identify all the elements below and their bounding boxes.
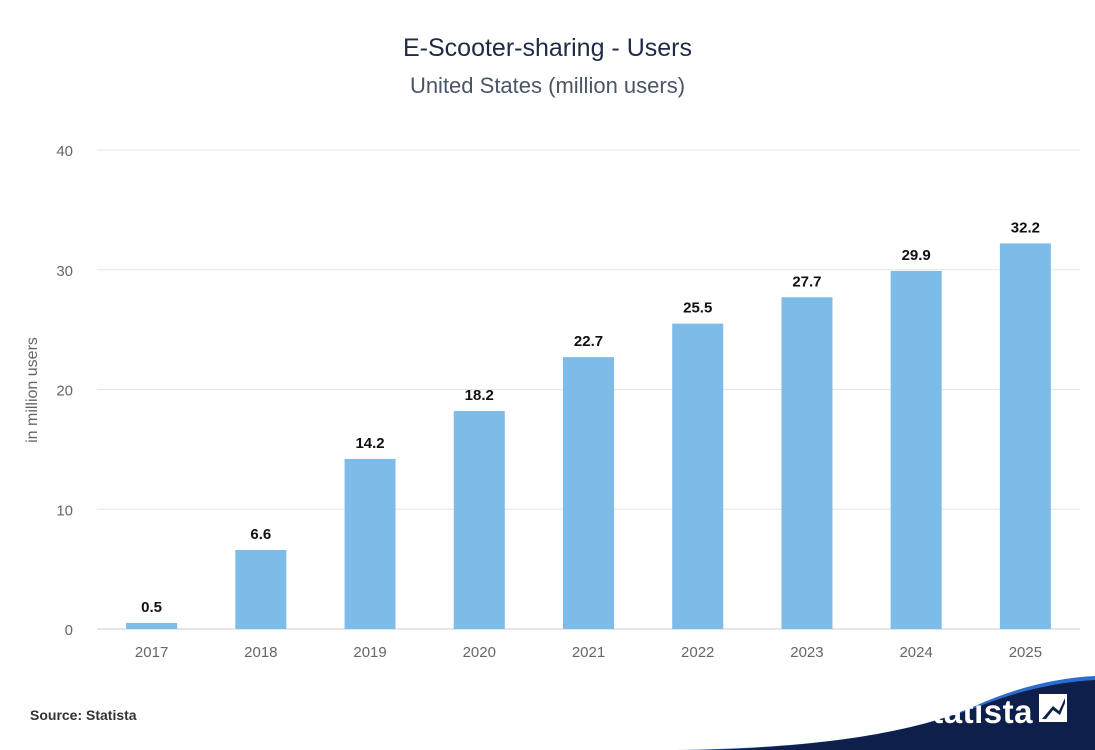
y-tick-label: 30	[56, 263, 73, 280]
bar	[672, 323, 724, 629]
chart-subtitle: United States (million users)	[409, 73, 686, 98]
x-axis-ticks: 2017 2018 2019 2020 2021 2022 2023 2024 2025	[135, 644, 1042, 661]
x-tick-label: 2024	[899, 644, 932, 661]
data-label: 27.7	[792, 273, 821, 290]
bars	[126, 243, 1051, 629]
data-label: 18.2	[465, 387, 494, 404]
chart-title: E-Scooter-sharing - Users	[403, 34, 692, 62]
x-tick-label: 2020	[463, 644, 496, 661]
bar	[781, 297, 833, 629]
y-axis-label: in million users	[24, 337, 41, 443]
data-labels: 0.5 6.6 14.2 18.2 22.7 25.5 27.7 29.9 32.2	[141, 219, 1040, 616]
bar	[453, 411, 505, 629]
banner-dark-wave	[705, 680, 1095, 750]
y-axis-ticks: 0 10 20 30 40	[56, 143, 73, 639]
bar	[999, 243, 1051, 629]
y-tick-label: 0	[65, 622, 73, 639]
data-label: 25.5	[683, 300, 712, 317]
data-label: 0.5	[141, 599, 162, 616]
x-tick-label: 2025	[1009, 644, 1042, 661]
bar	[890, 270, 942, 629]
data-label: 6.6	[250, 526, 271, 543]
y-tick-label: 40	[56, 143, 73, 160]
source-note: Source: Statista	[30, 707, 137, 723]
bar	[235, 549, 287, 629]
bar	[344, 458, 396, 629]
data-label: 32.2	[1011, 219, 1040, 236]
statista-logo-banner	[675, 676, 1095, 750]
x-tick-label: 2021	[572, 644, 605, 661]
x-tick-label: 2023	[790, 644, 823, 661]
x-tick-label: 2019	[353, 644, 386, 661]
data-label: 22.7	[574, 333, 603, 350]
bar	[563, 357, 614, 629]
bar-chart: 0 10 20 30 40 0.5 6.6 14.2 18.2 22.7 25.5 27.7 29.9…	[24, 143, 1080, 661]
x-tick-label: 2022	[681, 644, 714, 661]
y-tick-label: 10	[56, 502, 73, 519]
data-label: 14.2	[355, 435, 384, 452]
brand-name: statista	[913, 693, 1033, 730]
y-tick-label: 20	[56, 383, 73, 400]
bar	[126, 623, 178, 629]
data-label: 29.9	[902, 247, 931, 264]
x-tick-label: 2018	[244, 644, 277, 661]
x-tick-label: 2017	[135, 644, 168, 661]
statista-mark-icon	[1039, 694, 1067, 722]
